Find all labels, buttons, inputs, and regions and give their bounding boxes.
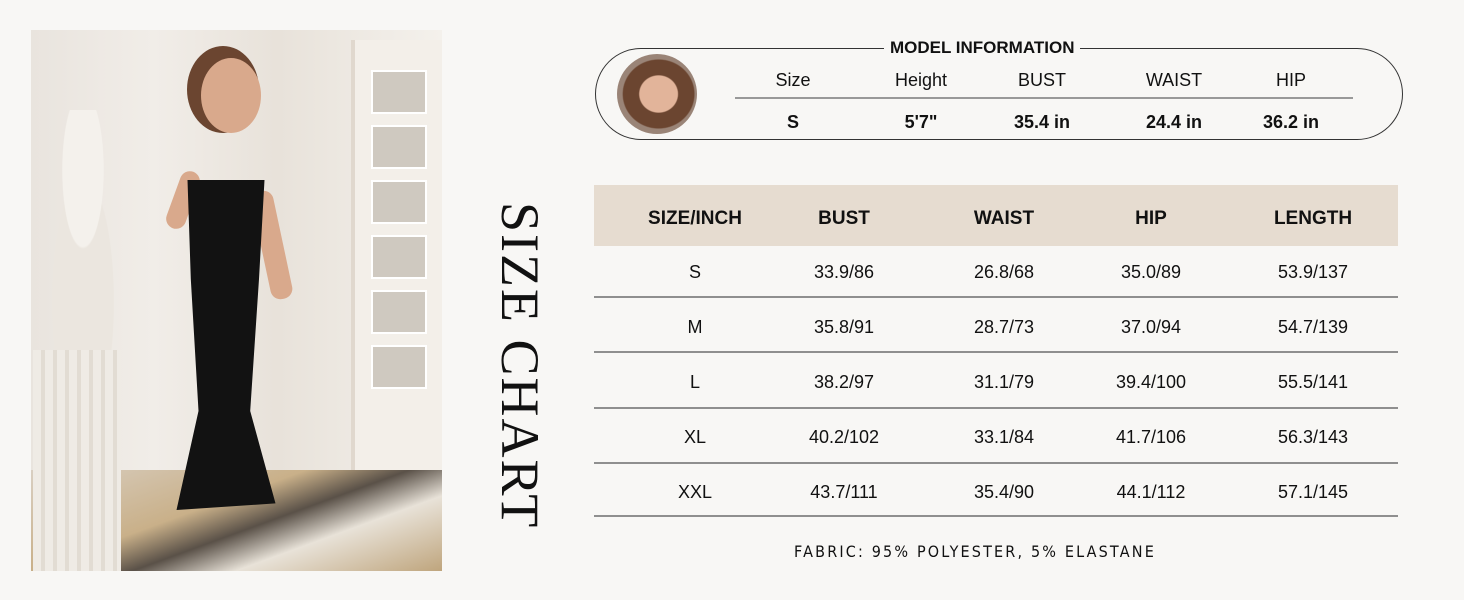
table-cell: 37.0/94 <box>1120 317 1182 337</box>
table-cell: 35.0/89 <box>1120 262 1182 282</box>
row-divider <box>594 407 1398 409</box>
model-avatar <box>617 54 697 134</box>
table-cell: 56.3/143 <box>1277 427 1349 447</box>
table-column-header: HIP <box>1135 208 1167 229</box>
fabric-info: FABRIC: 95% POLYESTER, 5% ELASTANE <box>794 542 1156 561</box>
row-divider <box>594 351 1398 353</box>
row-divider <box>594 515 1398 517</box>
model-info-header: HIP <box>1275 70 1307 90</box>
table-cell: M <box>687 317 703 337</box>
divider <box>735 97 1353 99</box>
model-info-value: 24.4 in <box>1145 112 1203 132</box>
table-cell: 33.9/86 <box>813 262 875 282</box>
table-cell: 43.7/111 <box>810 482 878 502</box>
table-cell: S <box>688 262 702 282</box>
table-cell: XXL <box>677 482 713 502</box>
table-cell: 35.4/90 <box>973 482 1035 502</box>
model-info-header: Height <box>894 70 948 90</box>
model-info-header: WAIST <box>1145 70 1203 90</box>
table-cell: L <box>689 372 701 392</box>
table-cell: 44.1/112 <box>1116 482 1186 502</box>
table-cell: 57.1/145 <box>1277 482 1349 502</box>
row-divider <box>594 462 1398 464</box>
table-column-header: BUST <box>818 208 870 229</box>
table-cell: 53.9/137 <box>1277 262 1349 282</box>
table-cell: 39.4/100 <box>1115 372 1187 392</box>
table-cell: 33.1/84 <box>973 427 1035 447</box>
table-cell: 40.2/102 <box>808 427 880 447</box>
model-info-value: 35.4 in <box>1013 112 1071 132</box>
model-info-header: Size <box>775 70 811 90</box>
table-cell: 38.2/97 <box>813 372 875 392</box>
table-cell: 54.7/139 <box>1277 317 1349 337</box>
table-cell: 31.1/79 <box>973 372 1035 392</box>
product-photo <box>31 30 442 571</box>
table-cell: 55.5/141 <box>1277 372 1349 392</box>
size-chart-title: SIZE CHART <box>490 201 550 530</box>
door <box>351 40 442 490</box>
table-cell: 26.8/68 <box>973 262 1035 282</box>
table-header <box>594 185 1398 246</box>
statue <box>35 110 131 350</box>
model-info-value: S <box>786 112 800 132</box>
model-info-title: MODEL INFORMATION <box>884 38 1081 58</box>
model-info-value: 36.2 in <box>1262 112 1320 132</box>
row-divider <box>594 296 1398 298</box>
table-cell: XL <box>683 427 707 447</box>
model-head <box>201 58 261 133</box>
model-info-header: BUST <box>1017 70 1067 90</box>
table-column-header: LENGTH <box>1273 208 1353 229</box>
model-info-value: 5'7" <box>904 112 938 132</box>
table-column-header: SIZE/INCH <box>648 208 742 229</box>
table-cell: 28.7/73 <box>973 317 1035 337</box>
pedestal <box>33 350 121 571</box>
table-column-header: WAIST <box>973 208 1035 229</box>
table-cell: 35.8/91 <box>813 317 875 337</box>
table-cell: 41.7/106 <box>1115 427 1187 447</box>
